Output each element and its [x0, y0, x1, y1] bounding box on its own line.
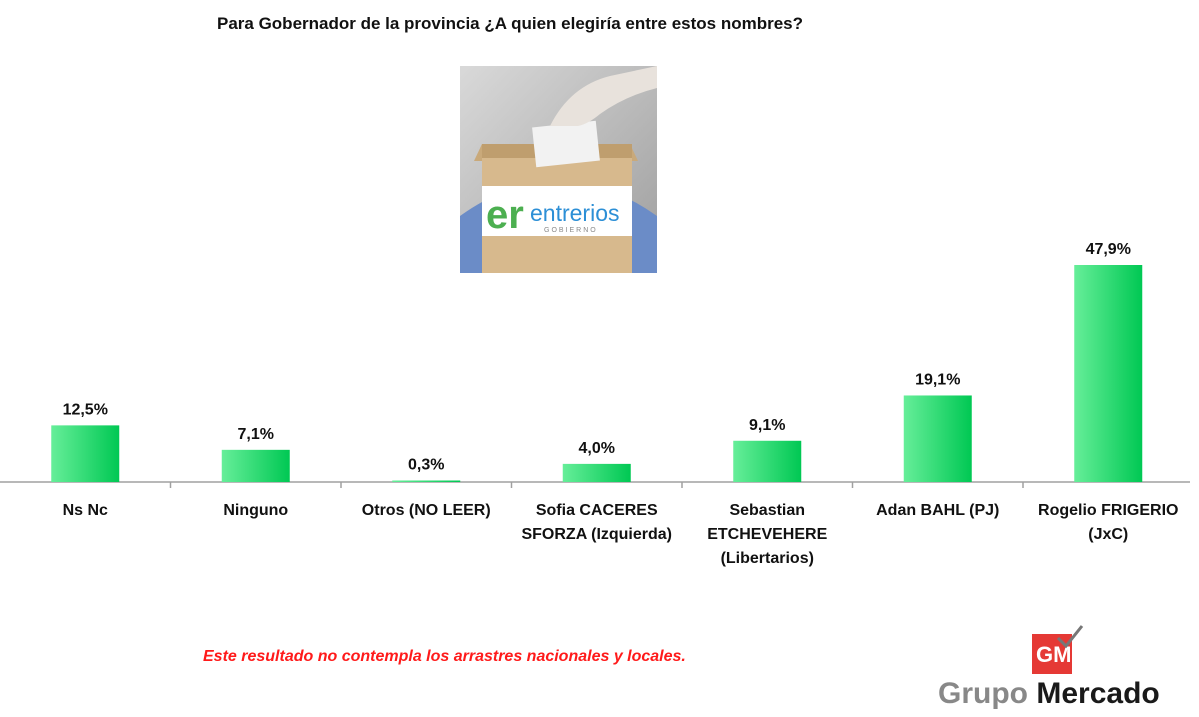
data-label: 7,1%	[238, 426, 274, 443]
data-label: 4,0%	[579, 440, 615, 457]
data-label: 12,5%	[63, 401, 108, 418]
category-label: Otros (NO LEER)	[362, 502, 491, 519]
bar	[51, 425, 120, 482]
category-label: SFORZA (Izquierda)	[521, 526, 672, 543]
category-label: Sofia CACERES	[536, 502, 658, 519]
entrerios-logo-letters: er	[486, 193, 524, 237]
grupo-mercado-logo-icon: GM	[1028, 624, 1084, 676]
brand-name: Grupo Mercado	[938, 677, 1160, 711]
category-label: (JxC)	[1088, 526, 1128, 543]
category-label: (Libertarios)	[721, 550, 814, 567]
category-label: Rogelio FRIGERIO	[1038, 502, 1178, 519]
bar	[392, 480, 461, 482]
category-label: ETCHEVEHERE	[707, 526, 827, 543]
entrerios-logo-sub: GOBIERNO	[544, 227, 598, 234]
ballot-box-image: er entrerios GOBIERNO	[460, 66, 657, 273]
data-label: 47,9%	[1086, 241, 1131, 258]
bar	[221, 449, 290, 482]
entrerios-logo-word: entrerios	[530, 200, 619, 226]
category-label: Adan BAHL (PJ)	[876, 502, 999, 519]
data-label: 0,3%	[408, 457, 444, 474]
data-label: 19,1%	[915, 371, 960, 388]
brand-word-1: Grupo	[938, 677, 1028, 710]
bar	[1074, 265, 1143, 482]
brand-word-2: Mercado	[1036, 677, 1160, 710]
chart-title: Para Gobernador de la provincia ¿A quien…	[216, 14, 804, 33]
category-label: Sebastian	[729, 502, 805, 519]
category-label: Ninguno	[223, 502, 288, 519]
data-label: 9,1%	[749, 417, 785, 434]
category-label: Ns Nc	[63, 502, 108, 519]
footnote: Este resultado no contempla los arrastre…	[203, 648, 686, 665]
bar	[903, 395, 972, 482]
bar	[562, 463, 631, 482]
bar	[733, 440, 802, 482]
